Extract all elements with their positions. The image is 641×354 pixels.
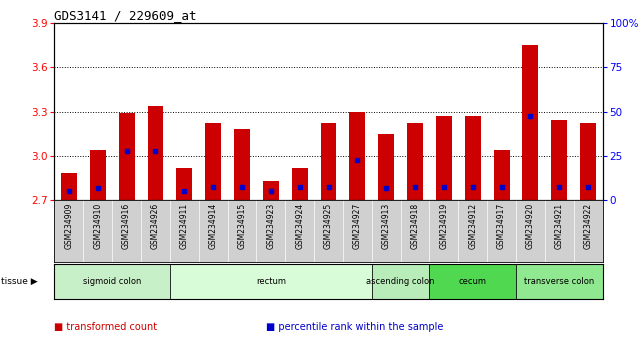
- Text: GSM234912: GSM234912: [468, 202, 478, 249]
- Bar: [176, 167, 192, 200]
- Bar: [320, 123, 337, 200]
- Bar: [61, 173, 77, 200]
- Text: GSM234924: GSM234924: [295, 202, 304, 249]
- Text: cecum: cecum: [459, 277, 487, 286]
- Text: GSM234927: GSM234927: [353, 202, 362, 249]
- Bar: [349, 112, 365, 200]
- Text: GSM234918: GSM234918: [410, 202, 420, 249]
- Bar: [516, 264, 603, 299]
- Bar: [494, 150, 510, 200]
- Text: GSM234914: GSM234914: [208, 202, 218, 249]
- Bar: [378, 133, 394, 200]
- Text: GSM234916: GSM234916: [122, 202, 131, 249]
- Bar: [119, 113, 135, 200]
- Text: sigmoid colon: sigmoid colon: [83, 277, 142, 286]
- Text: GDS3141 / 229609_at: GDS3141 / 229609_at: [54, 9, 197, 22]
- Text: GSM234922: GSM234922: [583, 202, 593, 249]
- Text: tissue ▶: tissue ▶: [1, 277, 38, 286]
- Bar: [90, 150, 106, 200]
- Text: transverse colon: transverse colon: [524, 277, 594, 286]
- Bar: [407, 123, 423, 200]
- Text: GSM234921: GSM234921: [554, 202, 564, 249]
- Text: ■ percentile rank within the sample: ■ percentile rank within the sample: [266, 322, 444, 332]
- Bar: [147, 105, 163, 200]
- Bar: [170, 264, 372, 299]
- Bar: [54, 264, 170, 299]
- Bar: [263, 181, 279, 200]
- Bar: [580, 123, 596, 200]
- Text: GSM234913: GSM234913: [381, 202, 391, 249]
- Text: GSM234919: GSM234919: [439, 202, 449, 249]
- Bar: [372, 264, 429, 299]
- Text: GSM234925: GSM234925: [324, 202, 333, 249]
- Bar: [292, 167, 308, 200]
- Text: GSM234923: GSM234923: [266, 202, 276, 249]
- Text: GSM234915: GSM234915: [237, 202, 247, 249]
- Bar: [205, 123, 221, 200]
- Bar: [465, 116, 481, 200]
- Text: ascending colon: ascending colon: [367, 277, 435, 286]
- Bar: [522, 45, 538, 200]
- Bar: [436, 116, 452, 200]
- Text: GSM234917: GSM234917: [497, 202, 506, 249]
- Text: GSM234926: GSM234926: [151, 202, 160, 249]
- Text: GSM234920: GSM234920: [526, 202, 535, 249]
- Text: GSM234911: GSM234911: [179, 202, 189, 249]
- Text: ■ transformed count: ■ transformed count: [54, 322, 158, 332]
- Bar: [429, 264, 516, 299]
- Bar: [234, 129, 250, 200]
- Text: rectum: rectum: [256, 277, 286, 286]
- Text: GSM234909: GSM234909: [64, 202, 74, 249]
- Text: GSM234910: GSM234910: [93, 202, 103, 249]
- Bar: [551, 120, 567, 200]
